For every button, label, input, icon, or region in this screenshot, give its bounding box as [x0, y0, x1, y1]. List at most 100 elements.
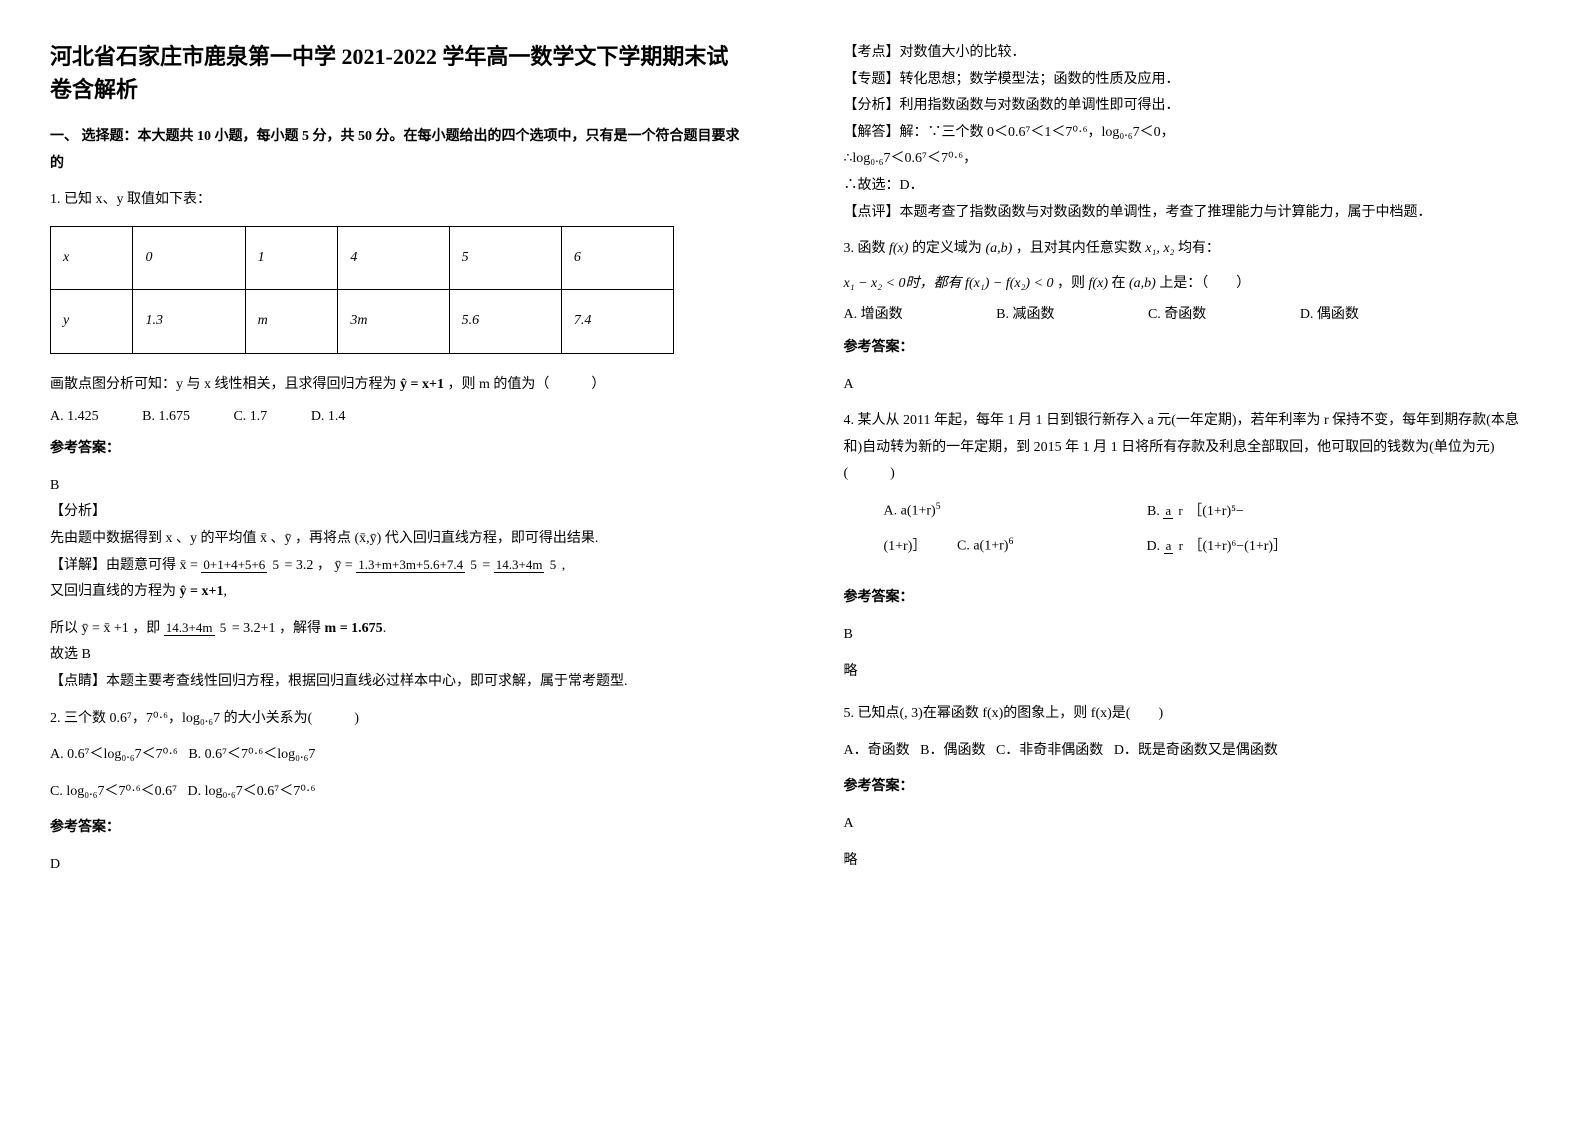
left-column: 河北省石家庄市鹿泉第一中学 2021-2022 学年高一数学文下学期期末试卷含解…	[0, 0, 794, 1122]
q5-answer-label: 参考答案：	[844, 774, 1538, 801]
q3-p1: 3. 函数	[844, 241, 886, 256]
q3-tail-p1: ，则	[1057, 276, 1085, 291]
q1-analysis-text: 先由题中数据得到 x 、y 的平均值 x̄ 、ȳ ，再将点 (x̄,ȳ) 代入回…	[50, 526, 744, 553]
q3-tail-p2: 在	[1111, 276, 1125, 291]
denominator: r	[1176, 503, 1184, 518]
opt-a-sup: 5	[936, 501, 941, 512]
q1-answer: B	[50, 473, 744, 500]
q4-options-row1: A. a(1+r)5 B. a r ［(1+r)⁵−	[884, 498, 1538, 525]
q4-stem: 4. 某人从 2011 年起，每年 1 月 1 日到银行新存入 a 元(一年定期…	[844, 413, 1519, 481]
q2-zhuanti: 【专题】转化思想；数学模型法；函数的性质及应用．	[844, 67, 1538, 94]
q2-jieda2: ∴log₀.₆7＜0.6⁷＜7⁰·⁶，	[844, 146, 1538, 173]
q5-options: A．奇函数 B．偶函数 C．非奇非偶函数 D．既是奇函数又是偶函数	[844, 738, 1538, 765]
q3-condition-line: x₁ − x₂ < 0时，都有 f(x₁) − f(x₂) < 0 ，则 f(x…	[844, 271, 1538, 298]
q1-scatter-formula: ŷ = x+1	[400, 377, 444, 392]
q1-regression-text: 又回归直线的方程为	[50, 584, 176, 599]
q2-jieda: 【解答】解：∵三个数 0＜0.6⁷＜1＜7⁰·⁶，log₀.₆7＜0，	[844, 120, 1538, 147]
q2-stem: 2. 三个数 0.6⁷，7⁰·⁶，log₀.₆7 的大小关系为( )	[50, 711, 359, 726]
opt-c-label: C. a(1+r)	[957, 539, 1008, 554]
q4-answer: B	[844, 622, 1538, 649]
denominator: 5	[270, 557, 281, 572]
fraction: a r	[1164, 534, 1185, 559]
cell: 4	[338, 226, 449, 290]
cell: x	[51, 226, 133, 290]
q1-regression-line: 又回归直线的方程为 ŷ = x+1,	[50, 579, 744, 606]
q4-option-c: C. a(1+r)6	[957, 533, 1143, 560]
q3-option-b: B. 减函数	[996, 302, 1054, 329]
opt-a-text: 0.6⁷＜log₀.₆7＜7⁰·⁶	[67, 747, 178, 762]
q1-option-b: B. 1.675	[142, 404, 190, 431]
fraction: 14.3+4m 5	[494, 553, 558, 578]
q1-formula1-eq: = 3.2	[284, 558, 313, 573]
numerator: 14.3+4m	[494, 557, 545, 573]
q1-so-result: m = 1.675	[325, 621, 383, 636]
q4-option-b: B. a r ［(1+r)⁵−	[1147, 504, 1244, 519]
cell: 7.4	[561, 290, 673, 354]
q3-option-a: A. 增函数	[844, 302, 903, 329]
right-column: 【考点】对数值大小的比较． 【专题】转化思想；数学模型法；函数的性质及应用． 【…	[794, 0, 1587, 1122]
q1-scatter-line: 画散点图分析可知：y 与 x 线性相关，且求得回归方程为 ŷ = x+1 ，则 …	[50, 372, 744, 399]
question-5: 5. 已知点(, 3)在幂函数 f(x)的图象上，则 f(x)是( )	[844, 701, 1538, 728]
denominator: 5	[548, 557, 559, 572]
numerator: 0+1+4+5+6	[201, 557, 267, 573]
numerator: a	[1163, 503, 1173, 519]
q3-dom: (a,b)	[985, 241, 1012, 256]
q1-table: x 0 1 4 5 6 y 1.3 m 3m 5.6 7.4	[50, 226, 674, 354]
numerator: 1.3+m+3m+5.6+7.4	[356, 557, 465, 573]
q1-regression-formula: ŷ = x+1	[180, 584, 224, 599]
q4-lue: 略	[844, 659, 1538, 686]
numerator: 14.3+4m	[164, 620, 215, 636]
document-title: 河北省石家庄市鹿泉第一中学 2021-2022 学年高一数学文下学期期末试卷含解…	[50, 40, 744, 106]
q1-so-text: 所以	[50, 621, 78, 636]
cell: 1	[245, 226, 338, 290]
q5-option-b: B．偶函数	[920, 743, 985, 758]
q2-option-a: A. 0.6⁷＜log₀.₆7＜7⁰·⁶	[50, 747, 178, 762]
opt-a-label: A. a(1+r)	[884, 504, 936, 519]
denominator: 5	[218, 620, 229, 635]
q2-option-d: log₀.₆7＜0.6⁷＜7⁰·⁶	[205, 784, 316, 799]
q3-answer-label: 参考答案：	[844, 335, 1538, 362]
question-2: 2. 三个数 0.6⁷，7⁰·⁶，log₀.₆7 的大小关系为( )	[50, 706, 744, 733]
fraction: a r	[1163, 499, 1184, 524]
opt-b-text: ［(1+r)⁵−	[1188, 504, 1244, 519]
q3-option-d: D. 偶函数	[1300, 302, 1359, 329]
q3-tail-dom: (a,b)	[1129, 276, 1156, 291]
q2-dianping: 【点评】本题考查了指数函数与对数函数的单调性，考查了推理能力与计算能力，属于中档…	[844, 200, 1538, 227]
q4-option-b-cont: (1+r)］	[884, 534, 954, 561]
cell: m	[245, 290, 338, 354]
q3-tail-p3: 上是：（ ）	[1159, 276, 1250, 291]
q3-p2: 的定义域为	[912, 241, 982, 256]
q4-option-d: D. a r ［(1+r)⁶−(1+r)］	[1147, 539, 1288, 554]
q4-answer-label: 参考答案：	[844, 585, 1538, 612]
q1-formula2-eq: =	[482, 558, 490, 573]
q1-formula2-lhs: ȳ =	[334, 558, 352, 573]
cell: y	[51, 290, 133, 354]
cell: 6	[561, 226, 673, 290]
q1-formula1-lhs: x̄ =	[180, 558, 198, 573]
q1-stem: 1. 已知 x、y 取值如下表：	[50, 192, 211, 207]
q1-detail-line: 【详解】由题意可得 x̄ = 0+1+4+5+6 5 = 3.2 ， ȳ = 1…	[50, 553, 744, 580]
question-4: 4. 某人从 2011 年起，每年 1 月 1 日到银行新存入 a 元(一年定期…	[844, 408, 1538, 488]
q1-options: A. 1.425 B. 1.675 C. 1.7 D. 1.4	[50, 404, 744, 431]
q3-condition: x₁ − x₂ < 0时，都有 f(x₁) − f(x₂) < 0	[844, 276, 1054, 291]
q1-scatter-tail: ，则 m 的值为（ ）	[447, 377, 605, 392]
cell: 5.6	[449, 290, 561, 354]
q1-answer-label: 参考答案：	[50, 436, 744, 463]
q2-options-row2: C. log₀.₆7＜7⁰·⁶＜0.6⁷ D. log₀.₆7＜0.6⁷＜7⁰·…	[50, 779, 744, 806]
cell: 0	[133, 226, 245, 290]
q1-conclusion: 故选 B	[50, 642, 744, 669]
q5-option-a: A．奇函数	[844, 743, 910, 758]
q1-option-c: C. 1.7	[233, 404, 267, 431]
q3-tail-f: f(x)	[1089, 276, 1108, 291]
q4-options-row2: (1+r)］ C. a(1+r)6 D. a r ［(1+r)⁶−(1+r)］	[884, 533, 1538, 560]
q1-so-formula1: ȳ = x̄ +1	[82, 621, 129, 636]
q1-detail-label: 【详解】由题意可得	[50, 558, 176, 573]
q2-option-b: 0.6⁷＜7⁰·⁶＜log₀.₆7	[205, 747, 316, 762]
q1-analysis-label: 【分析】	[50, 499, 744, 526]
q1-so-formula2-eq: = 3.2+1	[232, 621, 276, 636]
table-row: x 0 1 4 5 6	[51, 226, 674, 290]
q4-option-a: A. a(1+r)5	[884, 498, 1144, 525]
numerator: a	[1164, 538, 1174, 554]
q1-so-line: 所以 ȳ = x̄ +1 ，即 14.3+4m 5 = 3.2+1 ，解得 m …	[50, 616, 744, 643]
question-3: 3. 函数 f(x) 的定义域为 (a,b) ，且对其内任意实数 x₁, x₂ …	[844, 236, 1538, 263]
